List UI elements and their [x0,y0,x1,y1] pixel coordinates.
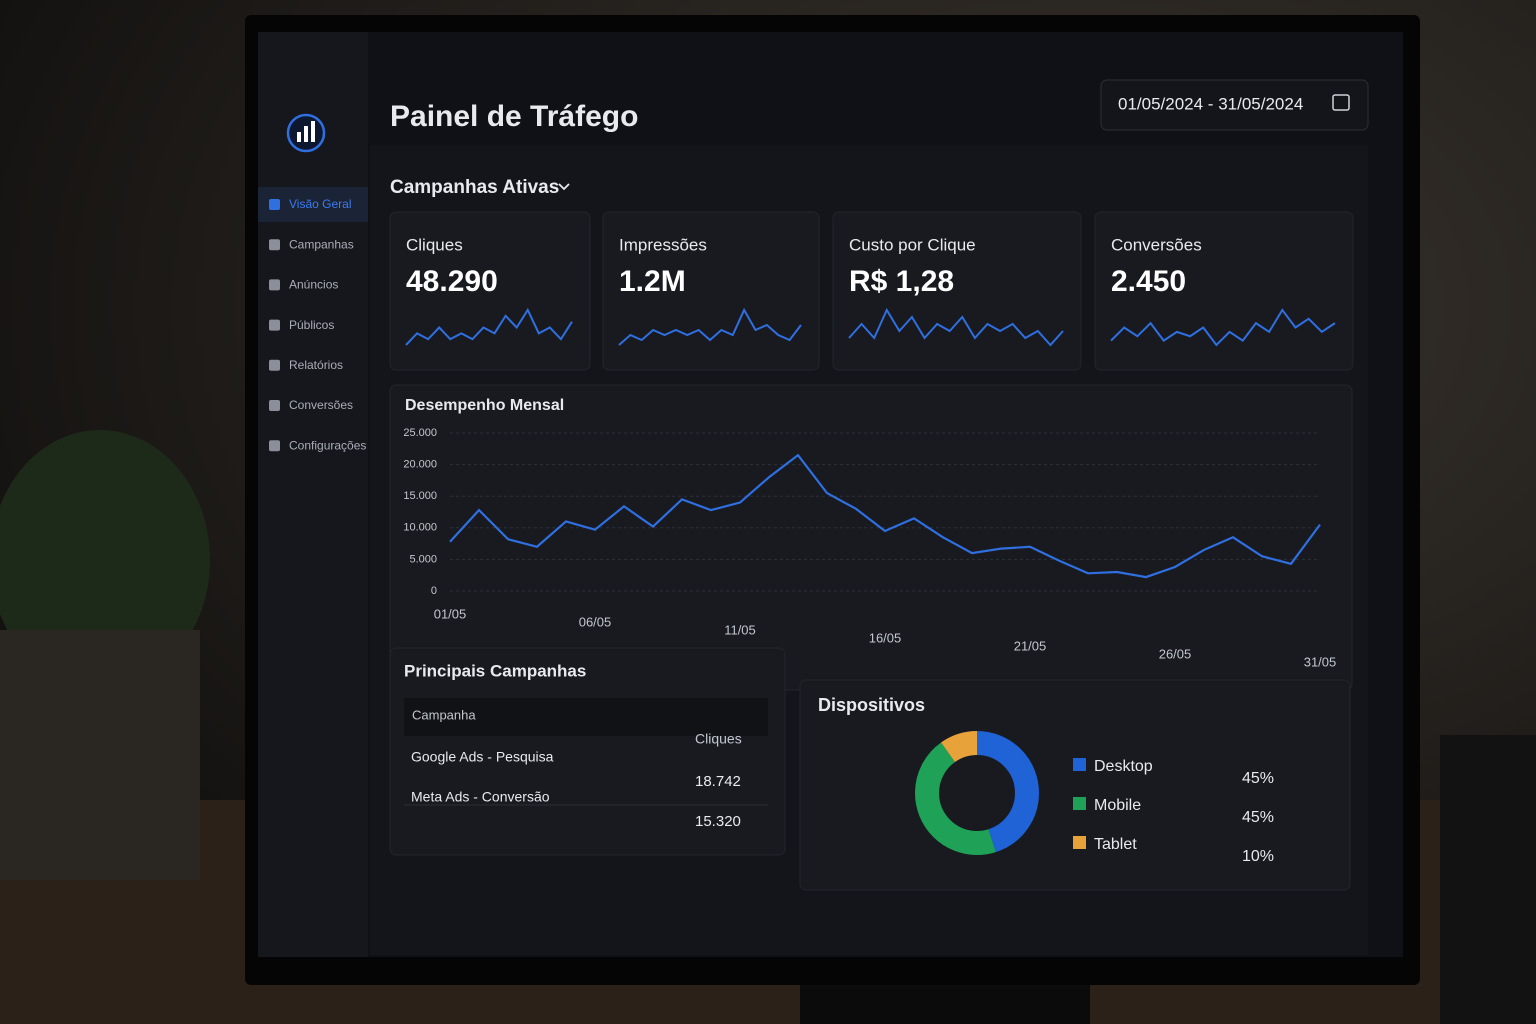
cell: 18.742 [695,773,741,790]
x-tick-label: 21/05 [1014,638,1047,653]
nav-icon[interactable] [269,359,280,371]
pot [0,630,200,880]
logo-bar [297,132,301,142]
legend-label: Tablet [1094,836,1137,853]
kpi-value: R$ 1,28 [849,265,954,298]
logo-bar [311,121,315,142]
sparkline [405,307,573,346]
column-header: Campanha [412,707,476,722]
nav-icon[interactable] [269,279,280,291]
donut-segment [915,731,1039,855]
kpi-label: Cliques [406,235,463,254]
nav-icon[interactable] [269,400,280,411]
kpi-label: Conversões [1111,235,1202,254]
cell: Meta Ads - Conversão [411,789,550,805]
x-tick-label: 16/05 [869,630,902,645]
kpi-value: 48.290 [406,265,498,298]
kpi-value: 2.450 [1111,265,1186,298]
y-tick-label: 5.000 [409,553,437,565]
table-title: Principais Campanhas [404,661,586,680]
sidebar [258,32,368,957]
kpi-label: Impressões [619,235,707,254]
legend-swatch [1073,758,1086,771]
nav-item[interactable]: Públicos [289,318,334,332]
nav-icon[interactable] [269,440,280,452]
legend-label: Desktop [1094,758,1153,775]
nav-item[interactable]: Conversões [289,398,353,412]
date-picker[interactable] [1100,79,1369,131]
legend-swatch [1073,797,1086,810]
sparkline [618,307,802,346]
chart-title: Dispositivos [818,695,925,715]
logo-bar [304,126,308,142]
table-header [404,698,768,736]
nav-item[interactable]: Relatórios [289,358,343,372]
value-label: 45% [1242,809,1274,826]
nav-item[interactable]: Configurações [289,438,366,452]
chart-title: Desempenho Mensal [405,397,564,414]
kpi-value: 1.2M [619,265,686,298]
y-tick-label: 10.000 [403,522,437,534]
nav-icon[interactable] [269,199,280,210]
kpi-card [602,211,820,371]
date-range[interactable]: 01/05/2024 - 31/05/2024 [1118,94,1303,113]
cell: Google Ads - Pesquisa [411,749,554,765]
kpi-card [1094,211,1354,371]
nav-item[interactable]: Anúncios [289,278,338,292]
kpi-label: Custo por Clique [849,235,976,254]
nav-item[interactable]: Visão Geral [289,197,351,211]
line [449,453,1321,579]
cell: 15.320 [695,813,741,830]
x-tick-label: 31/05 [1304,654,1337,669]
nav-icon[interactable] [269,239,280,251]
x-tick-label: 06/05 [579,614,612,629]
legend-swatch [1073,836,1086,849]
dynamic: Cliques 48.290 Impressões 1.2M Custo por Cli… [389,211,1354,865]
nav-icon[interactable] [269,319,280,331]
donut-segment [915,731,1039,855]
y-tick-label: 0 [431,585,437,597]
dropdown-chevron[interactable] [558,183,570,191]
kpi-card [389,211,591,371]
x-tick-label: 26/05 [1159,646,1192,661]
page-title: Painel de Tráfego [390,100,638,133]
plant [0,430,210,690]
calendar-icon[interactable] [1332,94,1350,111]
value-label: 45% [1242,770,1274,787]
y-tick-label: 20.000 [403,459,437,471]
y-tick-label: 25.000 [403,427,437,439]
sparkline [1110,308,1336,347]
section-title[interactable]: Campanhas Ativas [390,177,559,198]
column-header: Cliques [695,731,742,747]
sidebar-items: Visão Geral Campanhas Anúncios Públicos Rela… [269,197,366,452]
y-tick-label: 15.000 [403,490,437,502]
x-tick-label: 11/05 [724,622,756,637]
x-tick-label: 01/05 [434,606,467,621]
speaker [1440,735,1536,1024]
nav-item[interactable]: Campanhas [289,237,354,251]
legend-label: Mobile [1094,797,1141,814]
sparkline [848,307,1064,347]
value-label: 10% [1242,848,1274,865]
